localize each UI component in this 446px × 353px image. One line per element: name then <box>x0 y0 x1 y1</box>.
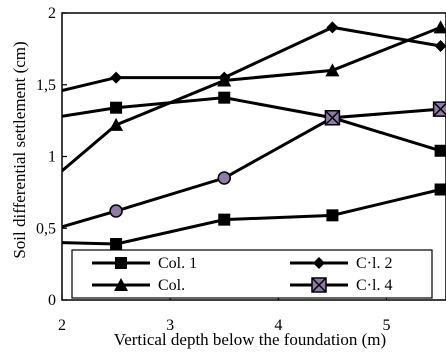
legend-marker <box>115 257 127 269</box>
data-point <box>434 144 446 157</box>
series-4 <box>62 101 446 229</box>
x-tick-label: 5 <box>383 317 391 334</box>
legend-label: C·l. 2 <box>356 255 392 272</box>
y-tick-labels: 0 0,5 1 1,5 2 <box>36 5 67 309</box>
data-point <box>324 110 341 126</box>
data-point <box>217 73 232 87</box>
data-point <box>432 101 446 117</box>
series-layer <box>62 20 446 251</box>
x-tick-label: 2 <box>58 317 66 334</box>
data-point <box>434 183 446 196</box>
data-point <box>326 209 339 222</box>
data-point <box>326 21 339 34</box>
y-axis-title: Soil differential settlement (cm) <box>10 41 29 258</box>
legend-label: Col. 1 <box>158 255 197 272</box>
x-tick-label: 4 <box>274 317 282 334</box>
y-tick-label: 0,5 <box>36 220 56 237</box>
data-point <box>433 20 446 34</box>
data-point <box>109 117 124 131</box>
data-point <box>325 63 340 77</box>
y-tick-label: 0 <box>48 292 56 309</box>
data-point <box>110 238 123 251</box>
series-5 <box>62 183 446 251</box>
y-tick-label: 1 <box>48 149 56 166</box>
series-3 <box>62 20 446 172</box>
data-point <box>434 40 446 53</box>
data-point <box>110 71 123 84</box>
y-tick-label: 1,5 <box>36 77 56 94</box>
series-line <box>62 25 441 92</box>
x-axis-title: Vertical depth below the foundation (m) <box>114 330 386 349</box>
legend-entry: Col. <box>92 277 185 294</box>
legend-entry: Col. 1 <box>92 255 197 272</box>
data-point <box>109 204 123 218</box>
data-point <box>217 171 232 185</box>
legend-label: Col. <box>158 277 185 294</box>
data-point <box>218 213 231 226</box>
series-2 <box>62 21 446 92</box>
legend-entry: C·l. 4 <box>290 277 392 294</box>
legend-label: C·l. 4 <box>356 277 392 294</box>
legend-marker <box>311 277 327 293</box>
y-tick-label: 2 <box>48 5 56 22</box>
data-point <box>110 101 123 114</box>
data-point <box>218 91 231 104</box>
legend-marker <box>114 278 128 291</box>
legend-marker <box>313 257 325 269</box>
legend-entry: C·l. 2 <box>290 255 392 272</box>
x-tick-labels: 2 3 4 5 <box>58 295 391 334</box>
legend-box <box>71 249 433 299</box>
legend: Col. 1 C·l. 2 Col. C·l. 4 <box>71 249 433 299</box>
x-tick-label: 3 <box>166 317 174 334</box>
series-line <box>62 25 442 172</box>
